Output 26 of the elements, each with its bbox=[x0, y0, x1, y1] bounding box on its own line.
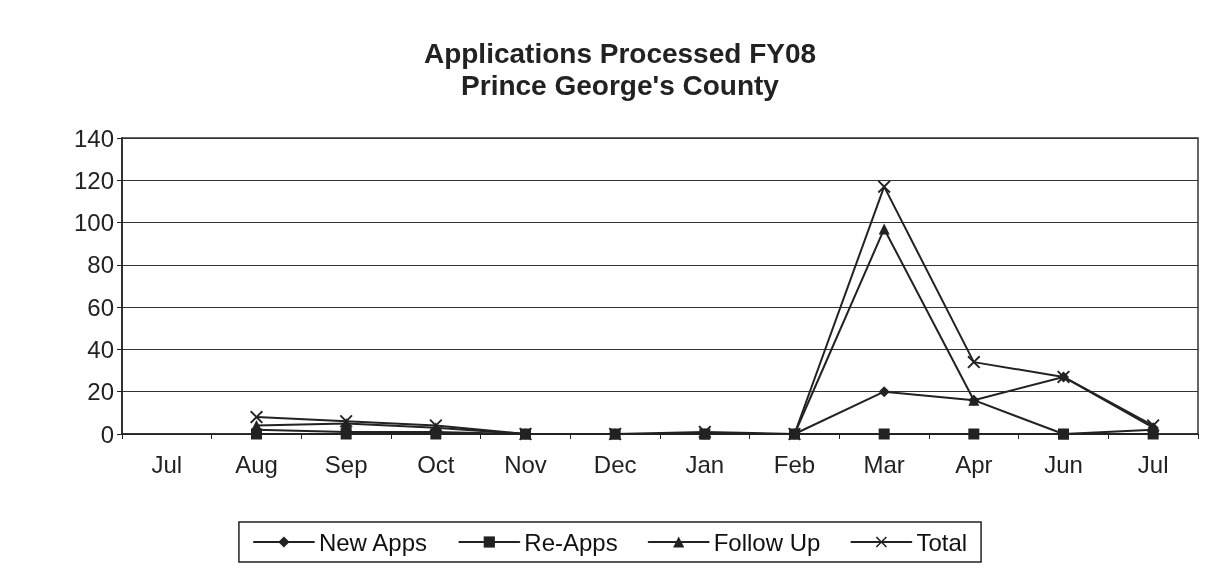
y-tick-label: 80 bbox=[87, 251, 114, 279]
chart-subtitle: Prince George's County bbox=[461, 69, 780, 101]
x-tick-label: Feb bbox=[773, 450, 816, 478]
x-tick-label: Jul bbox=[1137, 450, 1169, 478]
y-tick-label: 120 bbox=[73, 166, 114, 194]
x-tick-label: Jan bbox=[685, 450, 725, 478]
x-tick-label: Apr bbox=[955, 450, 993, 478]
y-tick-label: 60 bbox=[87, 293, 114, 321]
legend-label: Follow Up bbox=[713, 528, 821, 556]
chart-title: Applications Processed FY08 bbox=[423, 37, 817, 69]
y-tick-label: 100 bbox=[73, 209, 114, 237]
x-tick-label: Aug bbox=[235, 450, 278, 478]
y-tick-label: 140 bbox=[73, 124, 114, 152]
y-tick-label: 20 bbox=[87, 378, 114, 406]
x-tick-label: Jun bbox=[1044, 450, 1083, 478]
x-tick-label: Mar bbox=[863, 450, 905, 478]
legend-label: New Apps bbox=[318, 528, 427, 556]
legend-label: Re-Apps bbox=[524, 528, 618, 556]
y-tick-label: 40 bbox=[87, 335, 114, 363]
x-tick-label: Dec bbox=[593, 450, 637, 478]
legend-label: Total bbox=[916, 528, 968, 556]
x-tick-label: Oct bbox=[417, 450, 455, 478]
x-tick-label: Nov bbox=[504, 450, 547, 478]
x-tick-label: Jul bbox=[151, 450, 183, 478]
y-tick-label: 0 bbox=[100, 420, 114, 448]
x-tick-label: Sep bbox=[324, 450, 368, 478]
